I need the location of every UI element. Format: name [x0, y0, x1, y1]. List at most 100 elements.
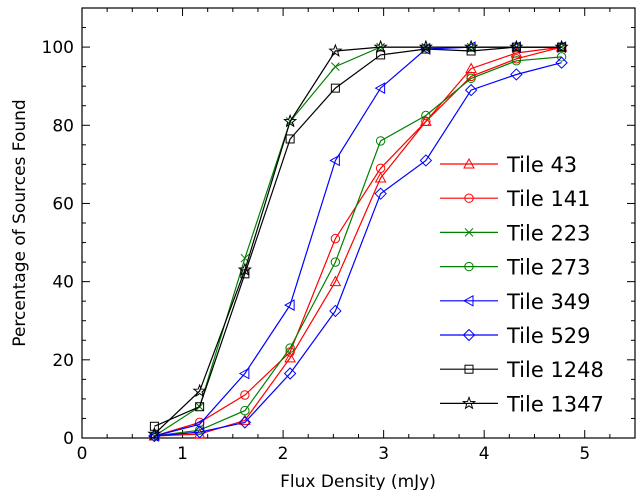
data-point-tile-1248: [285, 134, 295, 144]
legend-marker: [464, 364, 474, 374]
legend-marker: [464, 193, 474, 203]
x-tick-label: 3: [378, 444, 389, 464]
x-tick-label: 5: [579, 444, 590, 464]
data-point-tile-1248: [421, 44, 431, 54]
data-point-tile-349: [284, 299, 295, 311]
data-point-tile-1248: [149, 421, 159, 431]
data-point-tile-273: [375, 136, 386, 146]
legend-marker: [462, 328, 476, 342]
y-tick-label: 40: [52, 273, 74, 293]
data-point-tile-1347: [464, 39, 479, 54]
data-point-tile-141: [240, 390, 250, 400]
data-point-tile-223: [331, 62, 340, 71]
data-point-tile-273: [511, 56, 522, 66]
series-line-tile-1248: [154, 46, 562, 427]
series-line-tile-1347: [153, 46, 562, 435]
legend-label: Tile 223: [506, 221, 591, 245]
data-point-tile-273: [556, 52, 567, 62]
data-point-tile-349: [374, 82, 386, 94]
legend-item-tile-141: Tile 141: [440, 187, 591, 211]
legend-marker: [462, 294, 474, 307]
x-tick-label: 2: [278, 444, 289, 464]
legend-label: Tile 43: [506, 153, 577, 177]
legend-marker: [464, 261, 474, 272]
data-point-tile-529: [464, 83, 478, 97]
tick-labels: 0 1 2 3 4 5 0 20 40 60 80 100: [42, 38, 591, 464]
data-point-tile-1248: [195, 402, 205, 412]
series-tile-141: [149, 42, 567, 441]
data-point-tile-273: [285, 343, 295, 353]
legend-label: Tile 349: [506, 290, 591, 314]
series-tile-529: [148, 56, 568, 443]
data-point-tile-43: [284, 351, 296, 363]
data-point-tile-529: [329, 304, 342, 318]
series-line-tile-349: [154, 46, 562, 437]
series-tile-43: [148, 41, 568, 441]
data-point-tile-529: [193, 425, 206, 439]
data-point-tile-1347: [554, 39, 569, 54]
data-point-tile-349: [238, 367, 250, 380]
series-line-tile-273: [154, 56, 562, 437]
legend-label: Tile 529: [506, 324, 591, 348]
series-line-tile-529: [154, 62, 562, 437]
y-tick-label: 0: [63, 429, 74, 449]
data-point-tile-529: [555, 56, 568, 69]
legend-label: Tile 1248: [506, 358, 604, 382]
data-point-tile-1347: [328, 43, 343, 58]
data-point-tile-43: [329, 275, 342, 287]
series-tile-1347: [147, 39, 569, 441]
data-point-tile-273: [330, 257, 341, 267]
legend-marker: [463, 157, 475, 169]
y-tick-label: 20: [52, 351, 74, 371]
data-point-tile-529: [283, 367, 297, 380]
legend-item-tile-529: Tile 529: [440, 324, 591, 348]
data-point-tile-1347: [373, 39, 388, 54]
data-point-tile-43: [374, 172, 387, 183]
legend-item-tile-273: Tile 273: [440, 256, 591, 280]
data-point-tile-1248: [330, 83, 340, 93]
legend-label: Tile 1347: [506, 392, 604, 416]
data-point-tile-349: [329, 154, 340, 167]
series-line-tile-223: [154, 46, 562, 437]
legend-marker: [464, 228, 474, 237]
y-tick-label: 100: [42, 38, 74, 58]
series-tile-349: [148, 41, 567, 442]
data-point-tile-1347: [192, 383, 207, 398]
series-tile-273: [149, 52, 567, 441]
data-point-tile-141: [375, 163, 386, 173]
series-layer: [147, 39, 569, 443]
x-tick-label: 1: [177, 444, 188, 464]
legend-marker: [461, 395, 477, 410]
legend-label: Tile 273: [506, 256, 591, 280]
data-point-tile-141: [421, 116, 431, 127]
axis-ticks: [81, 7, 636, 439]
data-point-tile-273: [421, 110, 431, 121]
x-tick-label: 4: [479, 444, 490, 464]
data-point-tile-1347: [147, 426, 162, 441]
y-tick-label: 80: [52, 116, 74, 136]
data-point-tile-529: [238, 416, 252, 429]
legend-item-tile-1347: Tile 1347: [440, 392, 604, 416]
data-point-tile-1347: [237, 262, 252, 276]
series-tile-1248: [149, 42, 567, 431]
data-point-tile-141: [330, 233, 341, 244]
data-point-tile-529: [419, 154, 433, 167]
x-tick-label: 0: [77, 444, 88, 464]
data-point-tile-1248: [376, 50, 386, 60]
data-point-tile-529: [510, 68, 523, 81]
x-axis-label: Flux Density (mJy): [280, 472, 436, 490]
legend: Tile 43 Tile 141 Tile 223 Tile 273 Tile 349 T…: [440, 153, 604, 416]
y-tick-label: 60: [52, 194, 74, 214]
series-line-tile-141: [154, 46, 562, 437]
y-axis-label: Percentage of Sources Found: [10, 99, 30, 346]
series-tile-223: [150, 42, 566, 441]
series-line-tile-43: [154, 46, 562, 437]
data-point-tile-1347: [509, 39, 524, 54]
data-point-tile-1347: [283, 113, 298, 128]
data-point-tile-273: [240, 405, 250, 416]
legend-item-tile-349: Tile 349: [440, 290, 591, 314]
legend-label: Tile 141: [506, 187, 591, 211]
legend-item-tile-1248: Tile 1248: [440, 358, 604, 382]
data-point-tile-273: [466, 73, 476, 84]
